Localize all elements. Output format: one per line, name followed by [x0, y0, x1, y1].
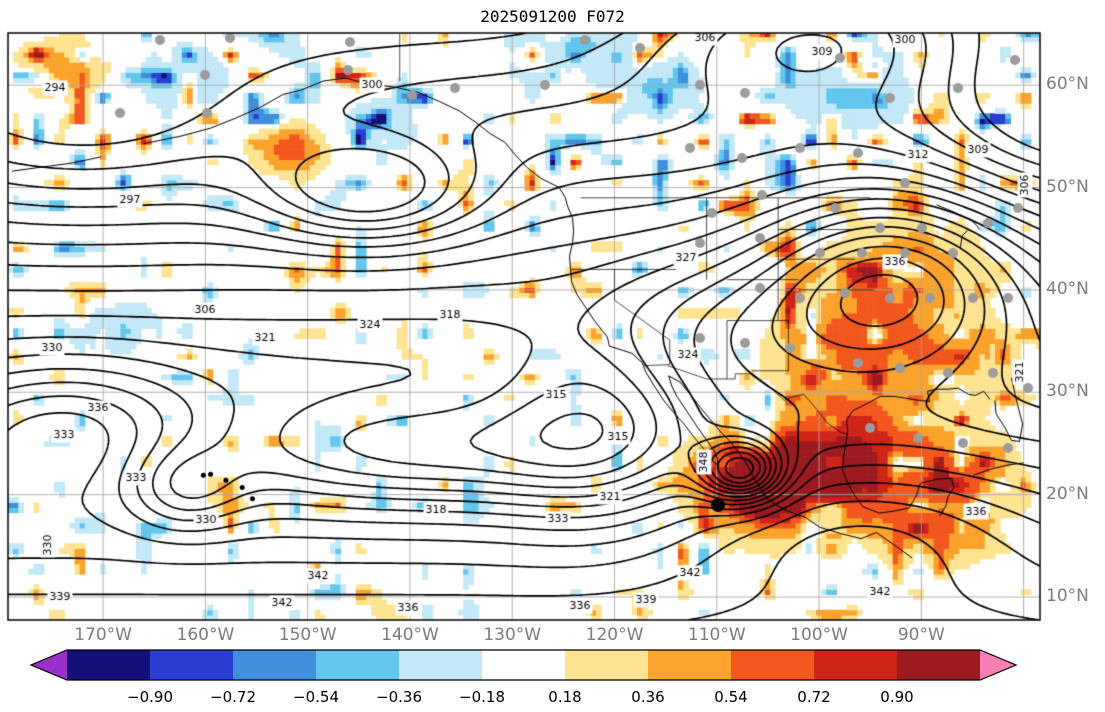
colorbar-segment: [150, 650, 233, 680]
x-tick-label: 170°W: [74, 625, 132, 645]
colorbar-tick-label: 0.54: [714, 688, 748, 706]
colorbar-segment: [731, 650, 814, 680]
colorbar-arrow-low: [31, 650, 67, 680]
colorbar-tick-label: 0.90: [880, 688, 914, 706]
colorbar-segment: [565, 650, 648, 680]
y-tick-label: 20°N: [1046, 483, 1089, 504]
x-tick-label: 140°W: [381, 625, 439, 645]
y-tick-label: 10°N: [1046, 585, 1089, 606]
colorbar-tick-label: −0.18: [459, 688, 505, 706]
colorbar-segment: [814, 650, 897, 680]
colorbar-tick-label: −0.90: [127, 688, 173, 706]
colorbar-tick-label: 0.36: [631, 688, 665, 706]
y-tick-label: 40°N: [1046, 278, 1089, 299]
x-tick-label: 160°W: [176, 625, 235, 645]
y-tick-label: 30°N: [1046, 381, 1089, 402]
colorbar-segment: [648, 650, 731, 680]
x-tick-label: 150°W: [278, 625, 337, 645]
colorbar-segment: [897, 650, 980, 680]
x-tick-label: 110°W: [687, 625, 746, 645]
colorbar-tick-label: −0.54: [293, 688, 339, 706]
x-tick-label: 120°W: [585, 625, 644, 645]
colorbar-tick-label: 0.72: [797, 688, 831, 706]
colorbar-tick-label: −0.36: [376, 688, 422, 706]
colorbar-arrow-high: [980, 650, 1016, 680]
y-tick-label: 60°N: [1046, 74, 1089, 95]
x-tick-label: 100°W: [790, 625, 848, 645]
x-tick-label: 90°W: [897, 625, 945, 645]
chart-title: 2025091200 F072: [480, 7, 625, 26]
colorbar-segment: [233, 650, 316, 680]
colorbar-outline: [29, 649, 1018, 681]
colorbar-segment: [67, 650, 150, 680]
x-tick-label: 130°W: [483, 625, 542, 645]
colorbar-svg: [29, 649, 1018, 681]
y-tick-label: 50°N: [1046, 176, 1089, 197]
colorbar-tick-label: 0.18: [548, 688, 582, 706]
colorbar-segment: [399, 650, 482, 680]
colorbar-tick-label: −0.72: [210, 688, 256, 706]
colorbar-segment: [482, 650, 565, 680]
colorbar-segment: [316, 650, 399, 680]
